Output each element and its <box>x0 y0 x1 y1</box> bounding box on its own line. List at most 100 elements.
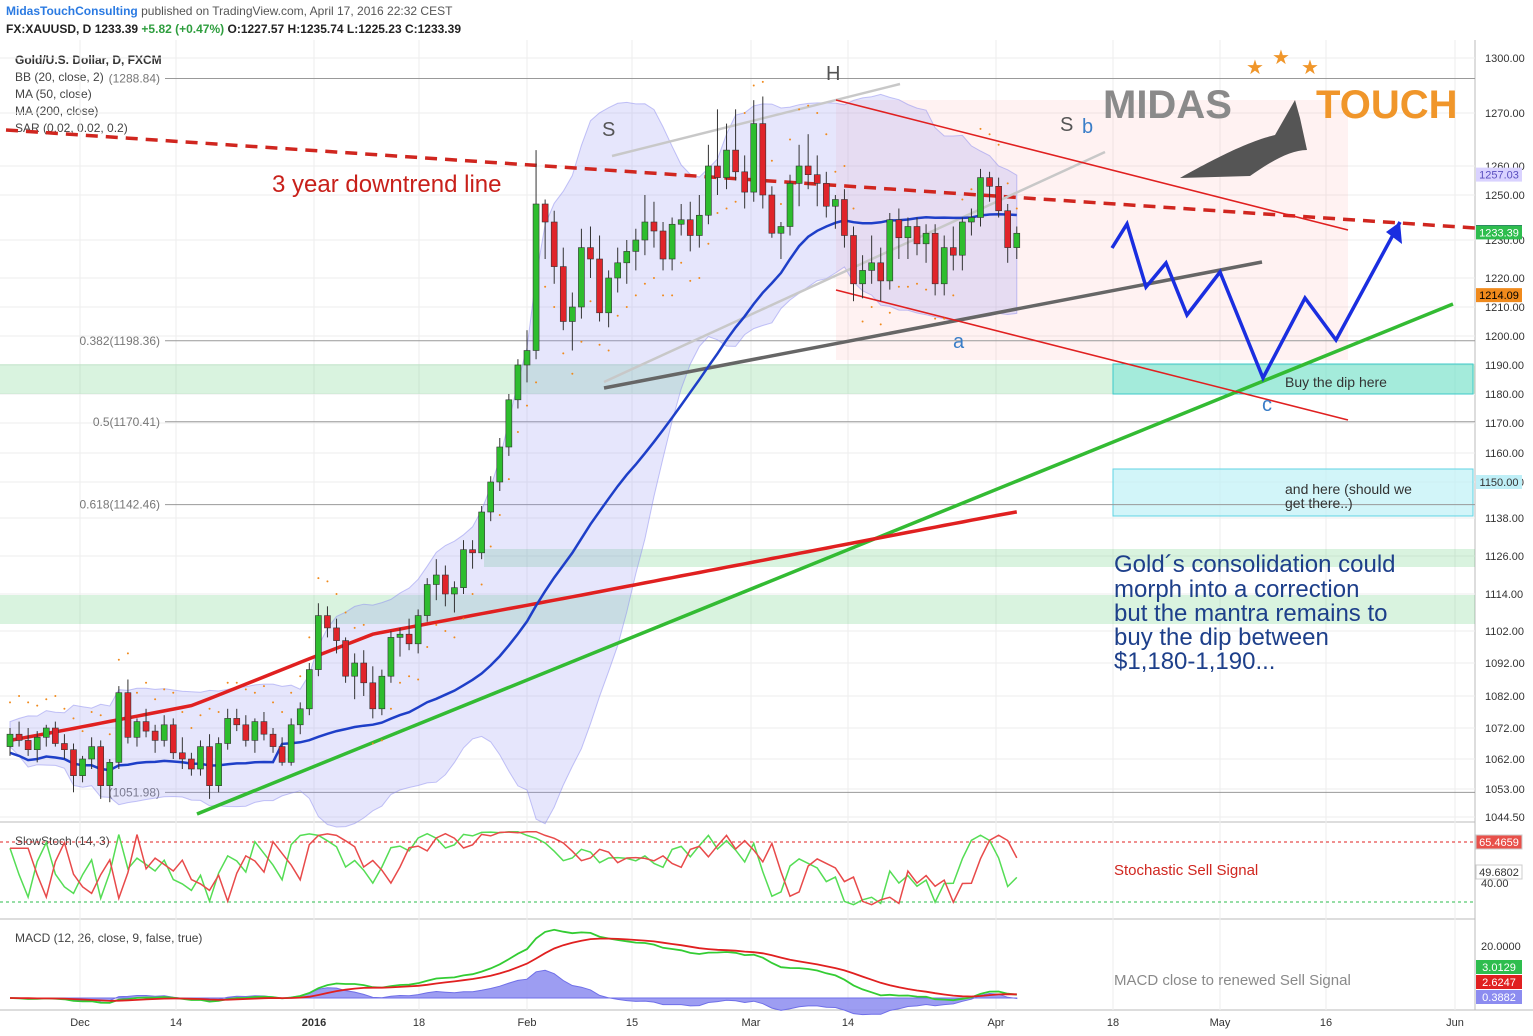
support-zone-1110 <box>0 595 1475 624</box>
candle-body <box>723 149 730 178</box>
candle-body <box>70 749 77 776</box>
candle-body <box>822 183 830 207</box>
sar-dot <box>997 143 1000 146</box>
sar-dot <box>326 580 329 583</box>
ma200-line <box>9 510 1018 743</box>
sar-dot <box>988 133 991 136</box>
publisher-name[interactable]: MidasTouchConsulting <box>6 4 138 18</box>
candle-body <box>133 721 141 738</box>
candle-body <box>160 724 168 741</box>
candle-body <box>832 199 839 207</box>
price-tick-label: 1053.00 <box>1485 784 1525 796</box>
stoch-legend[interactable]: SlowStoch (14, 3) <box>15 834 110 848</box>
sar-dot <box>181 711 184 713</box>
sar-dot <box>616 314 619 317</box>
candle-body <box>287 724 295 763</box>
sar-dot <box>244 688 247 691</box>
sar-dot <box>789 138 792 141</box>
price-tick-label: 1062.00 <box>1485 754 1525 766</box>
ma50-legend[interactable]: MA (50, close) <box>15 87 92 101</box>
ma200-legend[interactable]: MA (200, close) <box>15 104 99 118</box>
sar-dot <box>589 300 592 303</box>
price-change: +5.82 (+0.47%) <box>141 22 225 36</box>
candle-body <box>841 199 848 236</box>
candle-body <box>904 226 912 239</box>
sar-dot <box>734 200 737 203</box>
candle-body <box>342 640 349 677</box>
sar-dot <box>861 320 864 323</box>
sar-dot <box>598 343 601 346</box>
support-zone-1126 <box>484 549 1475 567</box>
candle-body <box>605 277 612 314</box>
time-tick-label: 18 <box>413 1017 425 1029</box>
candle-body <box>877 262 885 282</box>
candle-body <box>614 262 621 279</box>
macd-badge-label: 2.6247 <box>1482 977 1516 989</box>
sar-dot <box>135 691 138 694</box>
candle-body <box>188 758 195 770</box>
time-tick-label: Feb <box>518 1017 537 1029</box>
sar-dot <box>671 294 674 297</box>
candle-body <box>460 549 467 588</box>
candle-body <box>269 733 277 747</box>
midas-touch-logo: MIDAS TOUCH ★ ★ ★ <box>1103 47 1457 178</box>
sar-dot <box>906 285 909 288</box>
candle-body <box>714 165 721 178</box>
sar-dot <box>262 685 265 688</box>
candle-body <box>623 251 631 264</box>
sar-dot <box>54 695 57 697</box>
time-tick-label: Jun <box>1446 1017 1464 1029</box>
time-tick-label: 2016 <box>302 1017 326 1029</box>
candle-body <box>859 270 866 285</box>
published-text: published on TradingView.com, April 17, … <box>141 4 453 18</box>
candle-body <box>868 262 875 271</box>
candle-body <box>759 123 767 196</box>
price-tick-label: 1270.00 <box>1485 108 1525 120</box>
sar-legend[interactable]: SAR (0.02, 0.02, 0.2) <box>15 121 128 135</box>
sar-dot <box>72 717 75 720</box>
stoch-badges: 65.4659 49.6802 <box>1475 834 1523 880</box>
sar-dot <box>45 698 48 701</box>
price-tick-label: 1044.50 <box>1485 812 1525 824</box>
bb-legend[interactable]: BB (20, close, 2) <box>15 70 104 84</box>
sar-dot <box>662 294 665 297</box>
candle-body <box>795 165 803 184</box>
sar-dot <box>979 127 982 130</box>
time-tick-label: 14 <box>170 1017 182 1029</box>
candle-body <box>895 219 903 239</box>
candle-body <box>442 574 449 595</box>
second-buy-label-1: and here (should we <box>1285 481 1412 497</box>
sar-dot <box>380 739 383 742</box>
star-icon: ★ <box>1246 57 1264 79</box>
sar-dot <box>480 583 483 586</box>
sar-dot <box>353 626 356 629</box>
macd-legend[interactable]: MACD (12, 26, close, 9, false, true) <box>15 931 203 945</box>
sar-dot <box>897 285 900 288</box>
indicator-legend: Gold/U.S. Dollar, D, FXCM BB (20, close,… <box>15 52 162 137</box>
star-icon: ★ <box>1301 57 1319 79</box>
sar-dot <box>879 323 882 326</box>
time-tick-label: Dec <box>70 1017 90 1029</box>
candle-body <box>959 221 966 256</box>
chart-title: Gold/U.S. Dollar, D, FXCM <box>15 53 162 67</box>
candle-body <box>913 226 921 245</box>
sar-dot <box>525 404 528 407</box>
candle-body <box>115 692 123 763</box>
fib-label: 0.382(1198.36) <box>79 334 160 348</box>
ohlc-values: O:1227.57 H:1235.74 L:1225.23 C:1233.39 <box>227 22 462 36</box>
price-badge-label: 1150.00 <box>1480 477 1519 489</box>
sar-dot <box>970 188 973 191</box>
sar-dot <box>489 545 492 548</box>
sar-dot <box>761 80 764 83</box>
publish-line: MidasTouchConsulting published on Tradin… <box>6 4 452 18</box>
price-badge-label: 1233.39 <box>1479 227 1519 239</box>
candle-body <box>42 727 50 738</box>
sar-dot <box>408 675 411 678</box>
candle-body <box>124 692 132 738</box>
candle-body <box>650 221 658 232</box>
time-axis[interactable]: Dec 14 2016 18 Feb 15 Mar 14 Apr 18 May 16 Jun <box>70 1017 1464 1029</box>
buy-dip-label: Buy the dip here <box>1285 374 1387 390</box>
time-tick-label: Apr <box>987 1017 1004 1029</box>
